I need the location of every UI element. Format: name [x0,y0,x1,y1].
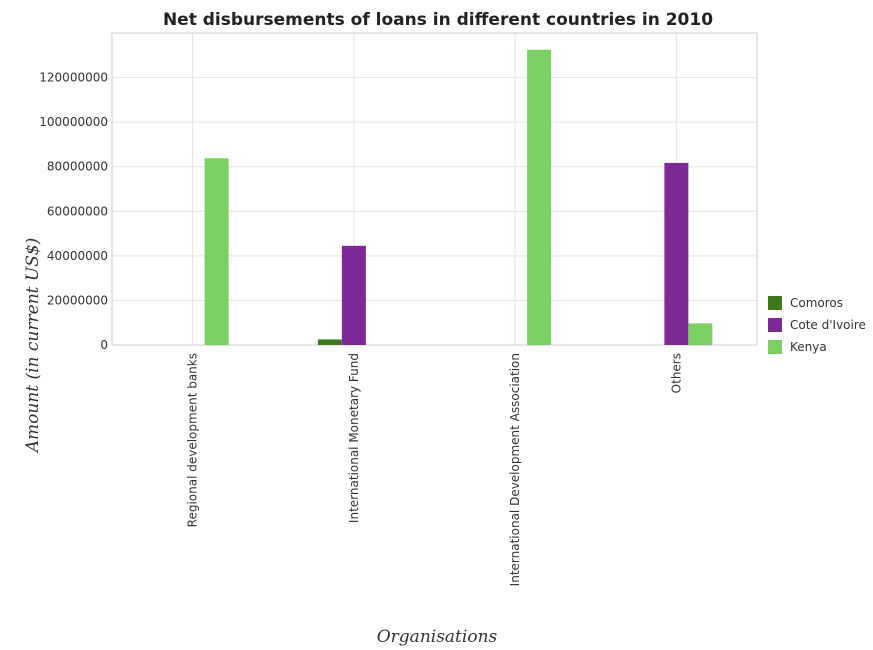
x-tick-label: Others [669,353,683,393]
x-tick-label: Regional development banks [186,353,200,527]
x-tick-label: International Development Association [508,353,522,586]
y-tick-label: 40000000 [47,249,108,263]
chart-title: Net disbursements of loans in different … [163,10,713,30]
y-tick-label: 20000000 [47,293,108,307]
bar-kenya [527,49,552,345]
x-tick-label: International Monetary Fund [347,353,361,523]
x-axis-ticks: Regional development banks International … [186,353,684,586]
y-tick-label: 120000000 [39,71,108,85]
legend-swatch [768,296,782,310]
y-axis-title: Amount (in current US$) [23,238,43,455]
y-tick-label: 80000000 [47,160,108,174]
legend-label: Kenya [790,340,827,354]
bar-comoros [317,339,342,345]
y-tick-label: 60000000 [47,204,108,218]
plot-frame [111,32,758,346]
bar-kenya [204,158,229,345]
legend: Comoros Cote d'Ivoire Kenya [768,296,866,354]
y-axis-ticks: 0 20000000 40000000 60000000 80000000 1000000… [39,71,108,352]
legend-swatch [768,340,782,354]
y-tick-label: 0 [100,338,108,352]
bar-cote-d-ivoire [341,245,366,345]
x-axis-title: Organisations [377,627,498,647]
plot-border [111,32,758,346]
y-tick-label: 100000000 [39,115,108,129]
legend-swatch [768,318,782,332]
bar-kenya [688,323,713,345]
legend-label: Comoros [790,296,843,310]
bar-cote-d-ivoire [664,162,689,345]
legend-label: Cote d'Ivoire [790,318,866,332]
bars [204,49,713,345]
